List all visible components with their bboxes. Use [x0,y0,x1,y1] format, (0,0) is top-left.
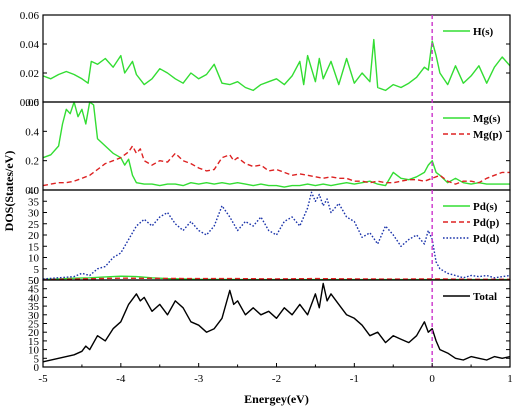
panel-h-legend: H(s) [443,26,494,38]
panel-total-legend: Total [443,291,497,303]
panel-mg-y-tick-label: 0.2 [25,156,39,168]
y-axis-title: DOS(States/eV) [2,151,16,232]
x-axis-title: Energey(eV) [244,392,309,406]
x-tick-label: -1 [350,373,359,385]
panel-total-y-tick-label: 45 [28,284,40,296]
panel-mg-y-tick-label: 0.0 [25,185,39,197]
legend-label: Mg(s) [473,113,501,125]
panel-h-y-tick-label: 0.04 [20,39,40,51]
x-tick-label: 1 [507,373,513,385]
panel-mg-y-tick-label: 0.4 [25,126,39,138]
series-pd-d-line [42,191,511,280]
panel-total-y-tick-label: 35 [28,301,40,313]
legend-label: Mg(p) [473,129,503,141]
panel-total-y-tick-label: 15 [28,336,40,348]
x-tick-label: -4 [116,373,126,385]
panel-mg-legend: Mg(s) Mg(p) [443,113,503,141]
series-mg-s-line [42,101,510,188]
series-total-line [42,282,511,363]
panel-total-y-tick-label: 10 [28,345,40,357]
panel-pd-y-tick-label: 20 [28,230,40,242]
legend-label: Pd(p) [473,217,500,229]
panel-total-frame [42,279,511,368]
panel-pd-y-tick-label: 25 [28,219,40,231]
x-tick-label: 0 [429,373,435,385]
panel-pd-frame [42,189,511,281]
panel-pd-y-tick-label: 15 [28,241,40,253]
legend-label: H(s) [473,26,494,38]
panel-mg: 0.0 0.2 0.4 0.6 Mg(s) Mg(p) [25,97,511,197]
legend-label: Pd(s) [473,201,498,213]
panel-pd-y-tick-label: 30 [28,208,40,220]
x-tick-label: -5 [38,373,48,385]
panel-total-y-tick-label: 5 [34,353,40,365]
series-mg-p-line [42,145,510,187]
panel-h-frame [42,14,511,103]
panel-h-y-tick-label: 0.00 [20,97,40,109]
panel-total-y-tick-label: 0 [34,362,40,374]
panel-pd-y-tick-label: 10 [28,253,40,265]
panel-pd-y-tick-label: 0 [34,275,40,287]
legend-label: Pd(d) [473,233,500,245]
x-tick-label: -2 [272,373,281,385]
panel-h-y-tick-label: 0.02 [20,68,39,80]
panel-pd-legend: Pd(s) Pd(p) Pd(d) [443,201,500,245]
panels-layer: 0.000.020.040.06H(s)0.00.20.40.6Mg(s)Mg(… [20,10,511,374]
series-pd-p-line [42,277,510,281]
x-tick-label: -3 [194,373,204,385]
legend-label: Total [473,291,497,303]
series-h-s-line [42,38,511,92]
panel-total-y-tick-label: 50 [28,275,40,287]
panel-pd-y-tick-label: 40 [28,185,40,197]
x-axis: -5 -4 -3 -2 -1 0 1 [38,363,513,385]
panel-pd-y-tick-label: 5 [34,264,40,276]
panel-total-y-tick-label: 40 [28,292,40,304]
panel-h-y-tick-label: 0.06 [20,10,40,22]
panel-mg-y-tick-label: 0.6 [25,97,39,109]
panel-h: 0.00 0.02 0.04 0.06 H(s) [20,10,511,109]
panel-total-y-tick-label: 30 [28,310,40,322]
panel-pd-y-tick-label: 35 [28,196,40,208]
panel-total-y-tick-label: 25 [28,319,40,331]
panel-mg-frame [42,101,511,191]
panel-total-y-tick-label: 20 [28,327,40,339]
